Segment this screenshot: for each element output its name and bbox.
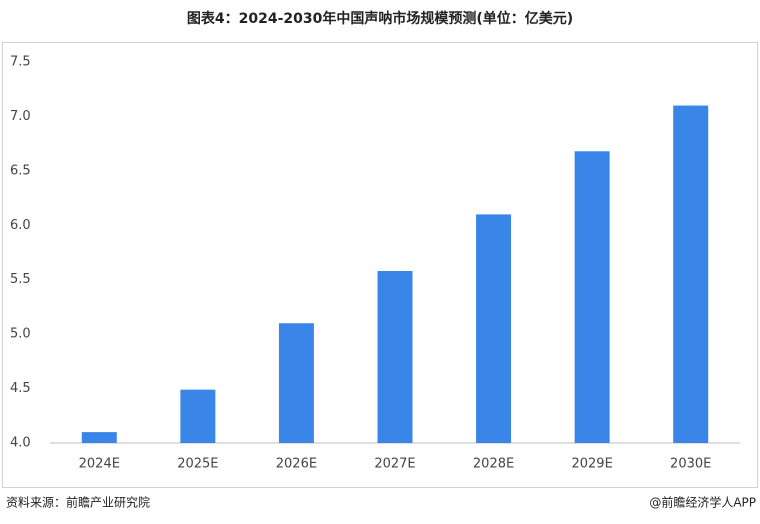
y-tick-label: 4.0 [10, 436, 31, 451]
source: 资料来源：前瞻产业研究院 [6, 495, 150, 510]
x-tick-label: 2025E [177, 457, 218, 472]
x-tick-label: 2029E [571, 457, 612, 472]
bar [574, 151, 610, 443]
bar [476, 214, 512, 443]
y-tick-label: 7.5 [10, 55, 31, 70]
chart-frame [2, 42, 758, 488]
y-tick-label: 4.5 [10, 381, 31, 396]
x-tick-label: 2030E [670, 457, 711, 472]
chart-title: 图表4：2024-2030年中国声呐市场规模预测(单位：亿美元) [187, 10, 573, 27]
x-tick-label: 2027E [374, 457, 415, 472]
x-tick-label: 2024E [79, 457, 120, 472]
x-tick-label: 2028E [473, 457, 514, 472]
bar [180, 389, 216, 443]
bar [377, 271, 413, 443]
y-tick-label: 5.5 [10, 272, 31, 287]
bar [278, 323, 314, 443]
bar [673, 105, 709, 444]
x-tick-label: 2026E [276, 457, 317, 472]
bar [81, 432, 117, 443]
y-tick-label: 5.0 [10, 327, 31, 342]
credit: @前瞻经济学人APP [649, 495, 756, 510]
y-tick-label: 6.5 [10, 163, 31, 178]
y-tick-label: 7.0 [10, 109, 31, 124]
y-tick-label: 6.0 [10, 218, 31, 233]
